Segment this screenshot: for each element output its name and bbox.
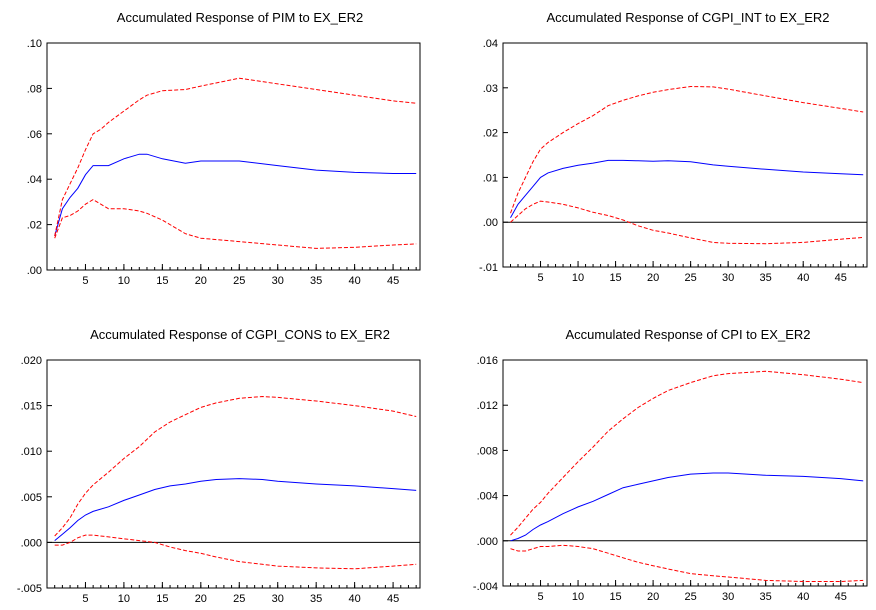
x-tick-label: 35 xyxy=(760,272,772,284)
plot-content: -.004 .000 .004 .008 .012 .016 5 10 15 20 25 30 35 40… xyxy=(473,355,867,603)
y-tick-label: -.004 xyxy=(473,581,498,593)
x-tick-label: 5 xyxy=(537,591,543,603)
x-tick-label: 35 xyxy=(310,593,322,605)
y-tick-label: .000 xyxy=(477,536,498,548)
y-tick-label: .03 xyxy=(483,83,498,95)
response-line xyxy=(54,478,417,541)
plot-content: -.005 .000 .005 .010 .015 .020 5 10 15 20 25 30 35 40… xyxy=(17,355,420,605)
plot-frame xyxy=(502,42,868,268)
plot-frame xyxy=(46,42,421,271)
x-tick-label: 5 xyxy=(537,272,543,284)
x-tick-label: 5 xyxy=(82,593,88,605)
x-tick-label: 45 xyxy=(387,275,399,287)
x-tick-label: 25 xyxy=(685,272,697,284)
x-tick-label: 25 xyxy=(233,593,245,605)
y-tick-label: -.005 xyxy=(17,583,42,595)
x-tick-label: 20 xyxy=(647,272,659,284)
panel-title: Accumulated Response of CGPI_INT to EX_E… xyxy=(546,10,829,25)
x-tick-label: 45 xyxy=(387,593,399,605)
panel-cgpi-int: Accumulated Response of CGPI_INT to EX_E… xyxy=(479,10,868,284)
y-tick-label: .010 xyxy=(21,446,42,458)
y-tick-label: .04 xyxy=(483,38,498,50)
y-tick-label: .04 xyxy=(27,174,42,186)
plot-content: .00 .02 .04 .06 .08 .10 5 10 15 20 25 30 35 40 45 xyxy=(27,38,417,287)
x-tick-label: 45 xyxy=(835,591,847,603)
response-line xyxy=(510,472,864,542)
y-tick-label: .06 xyxy=(27,129,42,141)
x-tick-label: 5 xyxy=(82,275,88,287)
y-tick-label: -.01 xyxy=(479,262,498,274)
confidence-band-line xyxy=(54,77,417,237)
x-tick-label: 20 xyxy=(647,591,659,603)
y-tick-label: .10 xyxy=(27,38,42,50)
panel-title: Accumulated Response of PIM to EX_ER2 xyxy=(117,10,363,25)
plot-frame xyxy=(46,359,421,589)
y-tick-label: .012 xyxy=(477,400,498,412)
panel-pim: Accumulated Response of PIM to EX_ER2 .0… xyxy=(27,10,421,287)
y-tick-label: .01 xyxy=(483,172,498,184)
x-tick-label: 10 xyxy=(118,275,130,287)
response-line xyxy=(510,159,864,218)
y-tick-label: .000 xyxy=(21,537,42,549)
plot-content: -.01 .00 .01 .02 .03 .04 5 10 15 20 25 30 35 40 45 xyxy=(479,38,867,284)
x-tick-label: 35 xyxy=(310,275,322,287)
y-tick-label: .016 xyxy=(477,355,498,367)
confidence-band-line xyxy=(54,395,417,537)
panel-title: Accumulated Response of CPI to EX_ER2 xyxy=(566,327,811,342)
x-tick-label: 40 xyxy=(349,593,361,605)
x-tick-label: 35 xyxy=(760,591,772,603)
y-tick-label: .00 xyxy=(27,265,42,277)
x-tick-label: 30 xyxy=(722,591,734,603)
x-tick-label: 30 xyxy=(272,593,284,605)
x-tick-label: 30 xyxy=(722,272,734,284)
y-tick-label: .008 xyxy=(477,445,498,457)
panel-cgpi-cons: Accumulated Response of CGPI_CONS to EX_… xyxy=(17,327,421,605)
y-tick-label: .005 xyxy=(21,492,42,504)
panel-cpi: Accumulated Response of CPI to EX_ER2 -.… xyxy=(473,327,868,603)
plot-frame xyxy=(502,359,868,587)
response-line xyxy=(54,153,417,237)
x-tick-label: 30 xyxy=(272,275,284,287)
confidence-band-line xyxy=(510,85,864,214)
y-tick-label: .00 xyxy=(483,217,498,229)
x-tick-label: 10 xyxy=(572,272,584,284)
x-tick-label: 15 xyxy=(156,593,168,605)
y-tick-label: .02 xyxy=(483,128,498,140)
panel-title: Accumulated Response of CGPI_CONS to EX_… xyxy=(90,327,390,342)
x-tick-label: 15 xyxy=(609,272,621,284)
x-tick-label: 20 xyxy=(195,275,207,287)
x-tick-label: 40 xyxy=(797,272,809,284)
y-tick-label: .015 xyxy=(21,401,42,413)
x-tick-label: 10 xyxy=(118,593,130,605)
y-tick-label: .020 xyxy=(21,355,42,367)
confidence-band-line xyxy=(510,200,864,245)
confidence-band-line xyxy=(54,199,417,249)
y-tick-label: .004 xyxy=(477,491,498,503)
x-tick-label: 15 xyxy=(609,591,621,603)
y-tick-label: .02 xyxy=(27,220,42,232)
x-tick-label: 40 xyxy=(797,591,809,603)
x-tick-label: 25 xyxy=(233,275,245,287)
confidence-band-line xyxy=(54,534,417,570)
confidence-band-line xyxy=(510,544,864,582)
x-tick-label: 40 xyxy=(349,275,361,287)
y-tick-label: .08 xyxy=(27,83,42,95)
x-tick-label: 10 xyxy=(572,591,584,603)
confidence-band-line xyxy=(510,370,864,536)
x-tick-label: 25 xyxy=(685,591,697,603)
x-tick-label: 20 xyxy=(195,593,207,605)
x-tick-label: 15 xyxy=(156,275,168,287)
x-tick-label: 45 xyxy=(835,272,847,284)
